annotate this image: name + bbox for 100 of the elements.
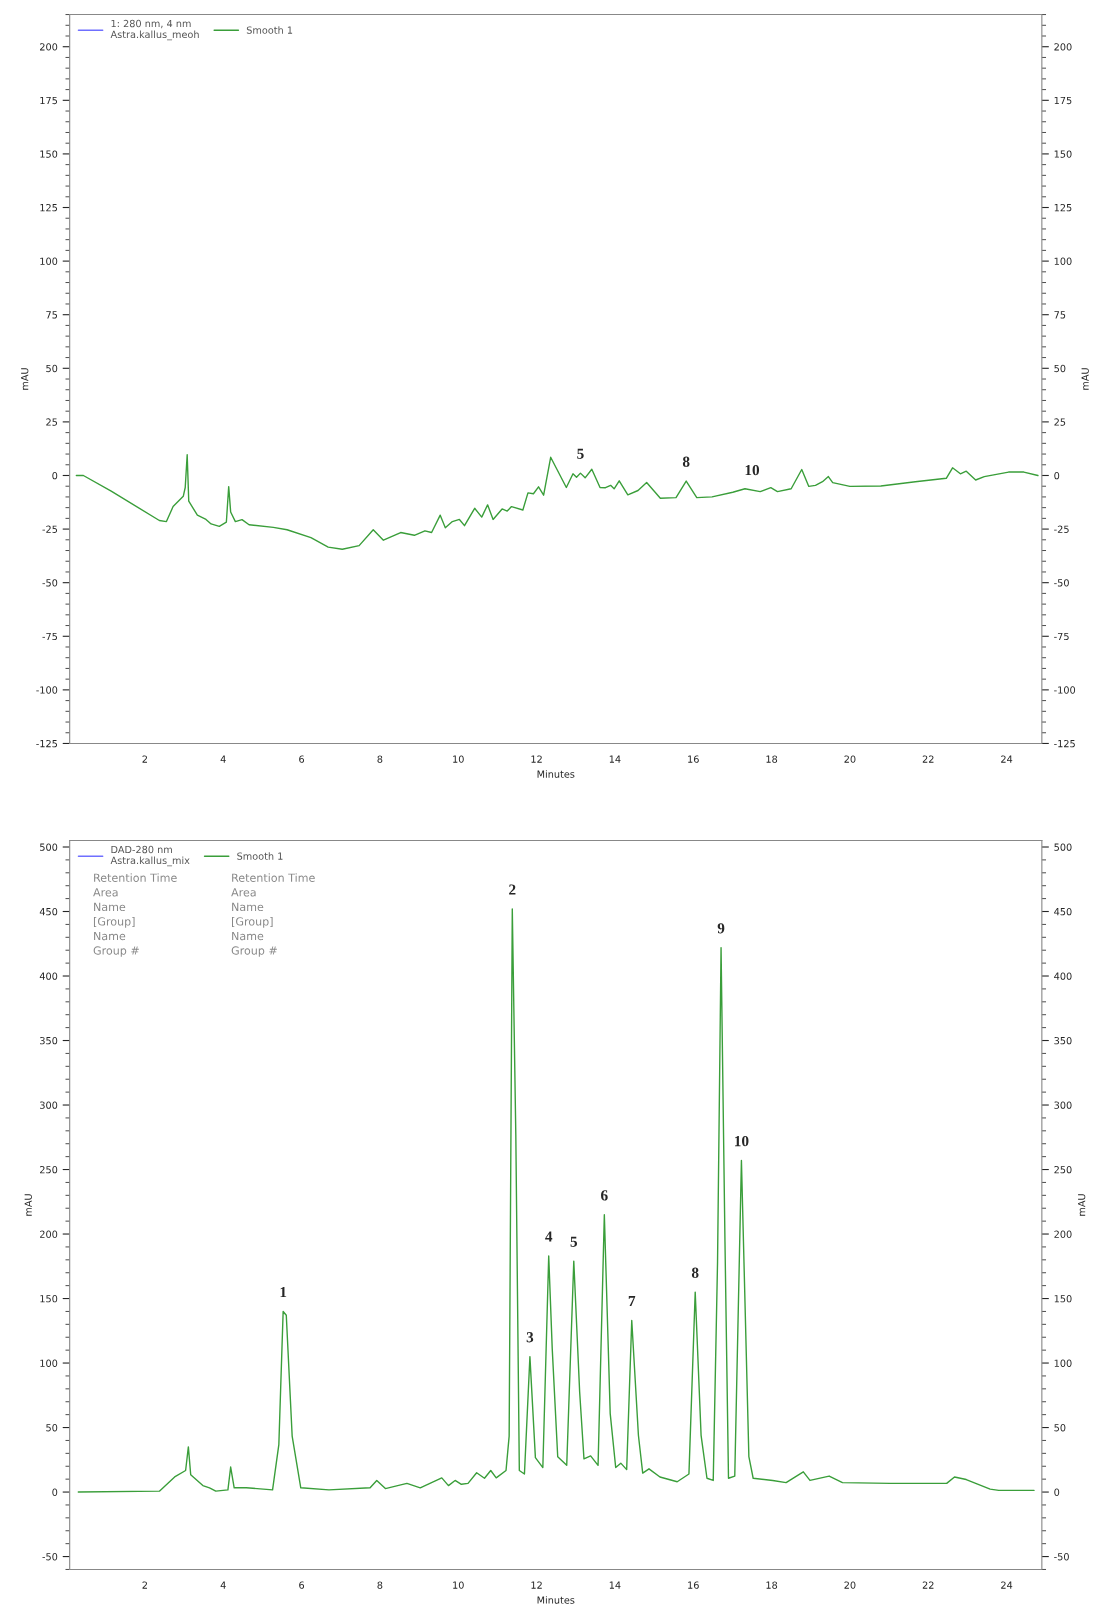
annotation: 5 <box>570 1236 578 1247</box>
annotation: 4 <box>545 1231 553 1242</box>
y2-tick-label: 75 <box>1054 311 1066 319</box>
y2-tick-label: 450 <box>1054 907 1072 916</box>
y-tick-label: 150 <box>40 150 58 158</box>
y-tick-label: 0 <box>52 471 58 480</box>
y-tick-label: -75 <box>42 632 58 641</box>
y-tick-label: 25 <box>46 418 58 426</box>
y2-axis-title: mAU <box>1081 368 1089 390</box>
y-tick-label: 400 <box>39 972 58 980</box>
y2-tick-label: 125 <box>1054 203 1072 212</box>
x-tick-label: 4 <box>220 755 226 763</box>
x-tick-label: 8 <box>377 755 383 763</box>
y-tick-label: 500 <box>40 843 58 851</box>
x-tick-label: 16 <box>688 755 699 763</box>
y-tick-label: 350 <box>40 1037 58 1045</box>
y-tick-label: 200 <box>40 43 58 51</box>
annotation: 7 <box>628 1296 636 1307</box>
y2-tick-label: 25 <box>1054 418 1066 426</box>
legend-label: 1: 280 nm, 4 nm Astra.kallus_meoh <box>110 19 199 41</box>
y-tick-label: 200 <box>40 1230 58 1238</box>
y2-tick-label: -50 <box>1054 579 1069 587</box>
y-tick-label: -50 <box>42 579 58 587</box>
x-tick-label: 6 <box>299 755 305 763</box>
y2-tick-label: -50 <box>1054 1553 1069 1561</box>
y-tick-label: 150 <box>40 1295 58 1303</box>
x-tick-label: 24 <box>1001 1581 1013 1589</box>
annotation: 3 <box>526 1332 534 1343</box>
y2-tick-label: 200 <box>1054 43 1072 51</box>
y2-tick-label: 300 <box>1054 1101 1072 1109</box>
x-tick-label: 24 <box>1001 755 1013 763</box>
y-tick-label: -125 <box>36 739 58 748</box>
x-axis-title: Minutes <box>537 1596 575 1604</box>
annotation: 2 <box>509 884 516 895</box>
annotation: 5 <box>577 448 584 459</box>
y2-tick-label: 0 <box>1054 1488 1060 1496</box>
x-tick-label: 2 <box>142 1581 147 1589</box>
x-tick-label: 20 <box>844 755 856 763</box>
x-tick-label: 18 <box>766 1581 778 1589</box>
y2-tick-label: 150 <box>1054 1295 1072 1303</box>
y-axis-title: mAU <box>24 1194 32 1216</box>
y2-tick-label: 150 <box>1054 150 1072 158</box>
annotation: 1 <box>280 1286 287 1298</box>
annotation: 9 <box>717 923 725 934</box>
y-tick-label: 75 <box>46 311 58 319</box>
x-tick-label: 6 <box>299 1581 305 1589</box>
annotation: Retention Time Area Name [Group] Name Group # <box>93 873 177 957</box>
legend-label: DAD-280 nm Astra.kallus_mix <box>110 845 190 867</box>
y2-tick-label: 400 <box>1054 972 1072 980</box>
y2-tick-label: -25 <box>1054 525 1069 533</box>
y-tick-label: 100 <box>40 257 58 265</box>
y-tick-label: 250 <box>40 1166 58 1174</box>
y2-tick-label: 200 <box>1054 1230 1072 1238</box>
legend-label: Smooth 1 <box>237 852 283 860</box>
y-tick-label: 100 <box>40 1359 58 1367</box>
y-tick-label: 300 <box>40 1101 58 1109</box>
x-tick-label: 4 <box>220 1581 226 1589</box>
y-tick-label: 450 <box>39 907 58 916</box>
y-axis-title: mAU <box>21 368 29 390</box>
x-tick-label: 16 <box>688 1581 699 1589</box>
x-tick-label: 14 <box>609 755 621 763</box>
y2-tick-label: -125 <box>1054 739 1075 748</box>
y2-tick-label: 50 <box>1054 1424 1066 1432</box>
legend-label: Smooth 1 <box>246 26 293 34</box>
y2-tick-label: 0 <box>1054 471 1060 480</box>
y2-tick-label: 100 <box>1054 1359 1072 1367</box>
y-tick-label: 50 <box>46 364 58 373</box>
x-tick-label: 12 <box>531 755 542 763</box>
x-axis-title: Minutes <box>537 770 575 778</box>
x-tick-label: 20 <box>844 1581 856 1589</box>
annotation: Retention Time Area Name [Group] Name Group # <box>231 873 315 957</box>
y-tick-label: 50 <box>46 1424 58 1432</box>
annotation: 10 <box>735 1135 749 1147</box>
x-tick-label: 22 <box>922 755 934 763</box>
annotation: 8 <box>691 1267 699 1278</box>
annotation: 6 <box>601 1190 608 1201</box>
y2-tick-label: -100 <box>1054 686 1076 694</box>
x-tick-label: 10 <box>453 755 464 763</box>
y2-tick-label: 50 <box>1054 364 1066 373</box>
x-tick-label: 18 <box>766 755 778 763</box>
y-tick-label: 0 <box>52 1488 58 1496</box>
x-tick-label: 22 <box>922 1581 934 1589</box>
y2-axis-title: mAU <box>1078 1194 1086 1216</box>
y-tick-label: -50 <box>42 1553 58 1561</box>
y2-tick-label: -75 <box>1054 632 1069 641</box>
x-tick-label: 12 <box>531 1581 542 1589</box>
x-tick-label: 8 <box>377 1581 383 1589</box>
annotation: 8 <box>682 456 690 467</box>
x-tick-label: 14 <box>609 1581 621 1589</box>
y2-tick-label: 175 <box>1054 96 1072 105</box>
y-tick-label: -100 <box>36 686 58 694</box>
x-tick-label: 10 <box>453 1581 464 1589</box>
y2-tick-label: 350 <box>1054 1037 1072 1045</box>
y2-tick-label: 500 <box>1054 843 1072 851</box>
y-tick-label: 175 <box>40 96 58 105</box>
x-tick-label: 2 <box>142 755 147 763</box>
y-tick-label: 125 <box>40 203 58 212</box>
annotation: 10 <box>745 464 760 476</box>
y2-tick-label: 250 <box>1054 1166 1072 1174</box>
y2-tick-label: 100 <box>1054 257 1072 265</box>
